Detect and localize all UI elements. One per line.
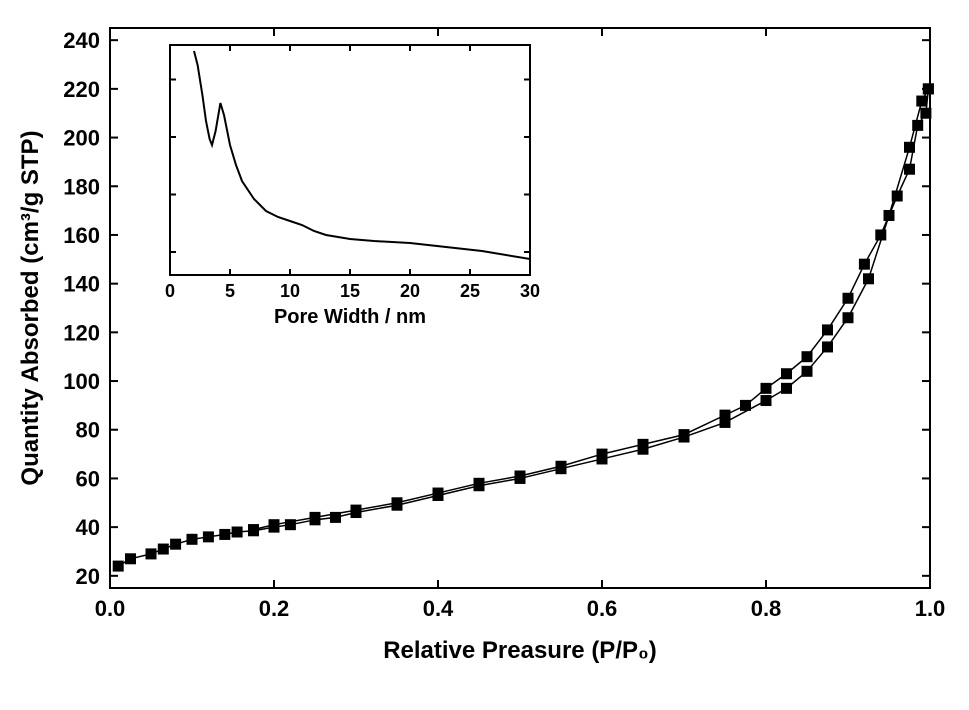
desorption-marker bbox=[351, 505, 362, 516]
adsorption-marker bbox=[802, 366, 813, 377]
adsorption-marker bbox=[113, 561, 124, 572]
y-tick-label: 140 bbox=[63, 272, 100, 297]
y-axis-label: Quantity Absorbed (cm³/g STP) bbox=[17, 130, 44, 485]
desorption-marker bbox=[392, 497, 403, 508]
adsorption-marker bbox=[203, 531, 214, 542]
x-tick-label: 0.4 bbox=[423, 596, 454, 621]
adsorption-marker bbox=[158, 544, 169, 555]
desorption-marker bbox=[269, 519, 280, 530]
adsorption-marker bbox=[170, 539, 181, 550]
adsorption-marker bbox=[232, 527, 243, 538]
x-tick-label: 0.2 bbox=[259, 596, 290, 621]
desorption-marker bbox=[912, 120, 923, 131]
y-tick-label: 180 bbox=[63, 174, 100, 199]
x-tick-label: 0.0 bbox=[95, 596, 126, 621]
adsorption-marker bbox=[125, 553, 136, 564]
desorption-marker bbox=[740, 400, 751, 411]
y-tick-label: 240 bbox=[63, 28, 100, 53]
adsorption-marker bbox=[916, 96, 927, 107]
inset-x-tick-label: 30 bbox=[520, 281, 540, 301]
desorption-marker bbox=[904, 164, 915, 175]
adsorption-marker bbox=[761, 395, 772, 406]
desorption-marker bbox=[638, 439, 649, 450]
adsorption-marker bbox=[822, 341, 833, 352]
inset-x-tick-label: 15 bbox=[340, 281, 360, 301]
y-tick-label: 40 bbox=[76, 515, 100, 540]
x-axis-label: Relative Preasure (P/P₀) bbox=[383, 637, 657, 664]
desorption-marker bbox=[720, 410, 731, 421]
y-tick-label: 80 bbox=[76, 418, 100, 443]
isotherm-chart: 0.00.20.40.60.81.02040608010012014016018… bbox=[0, 0, 969, 710]
adsorption-marker bbox=[187, 534, 198, 545]
desorption-marker bbox=[859, 259, 870, 270]
desorption-marker bbox=[556, 461, 567, 472]
desorption-marker bbox=[923, 83, 934, 94]
adsorption-marker bbox=[146, 548, 157, 559]
desorption-marker bbox=[761, 383, 772, 394]
x-tick-label: 0.8 bbox=[751, 596, 782, 621]
desorption-marker bbox=[433, 488, 444, 499]
y-tick-label: 100 bbox=[63, 369, 100, 394]
y-tick-label: 200 bbox=[63, 126, 100, 151]
inset-x-tick-label: 20 bbox=[400, 281, 420, 301]
desorption-marker bbox=[802, 351, 813, 362]
y-tick-label: 220 bbox=[63, 77, 100, 102]
x-tick-label: 1.0 bbox=[915, 596, 946, 621]
inset-x-tick-label: 25 bbox=[460, 281, 480, 301]
desorption-marker bbox=[248, 524, 259, 535]
desorption-marker bbox=[920, 108, 931, 119]
desorption-marker bbox=[875, 229, 886, 240]
adsorption-marker bbox=[863, 273, 874, 284]
adsorption-marker bbox=[843, 312, 854, 323]
desorption-marker bbox=[843, 293, 854, 304]
inset-x-tick-label: 0 bbox=[165, 281, 175, 301]
inset-x-tick-label: 10 bbox=[280, 281, 300, 301]
inset-x-tick-label: 5 bbox=[225, 281, 235, 301]
desorption-marker bbox=[781, 368, 792, 379]
y-tick-label: 20 bbox=[76, 564, 100, 589]
y-tick-label: 120 bbox=[63, 320, 100, 345]
desorption-marker bbox=[892, 191, 903, 202]
desorption-marker bbox=[822, 324, 833, 335]
desorption-marker bbox=[474, 478, 485, 489]
inset-x-axis-label: Pore Width / nm bbox=[274, 306, 426, 328]
desorption-marker bbox=[515, 471, 526, 482]
adsorption-marker bbox=[781, 383, 792, 394]
x-tick-label: 0.6 bbox=[587, 596, 618, 621]
desorption-marker bbox=[310, 512, 321, 523]
desorption-marker bbox=[679, 429, 690, 440]
desorption-marker bbox=[597, 449, 608, 460]
adsorption-marker bbox=[219, 529, 230, 540]
y-tick-label: 160 bbox=[63, 223, 100, 248]
y-tick-label: 60 bbox=[76, 466, 100, 491]
